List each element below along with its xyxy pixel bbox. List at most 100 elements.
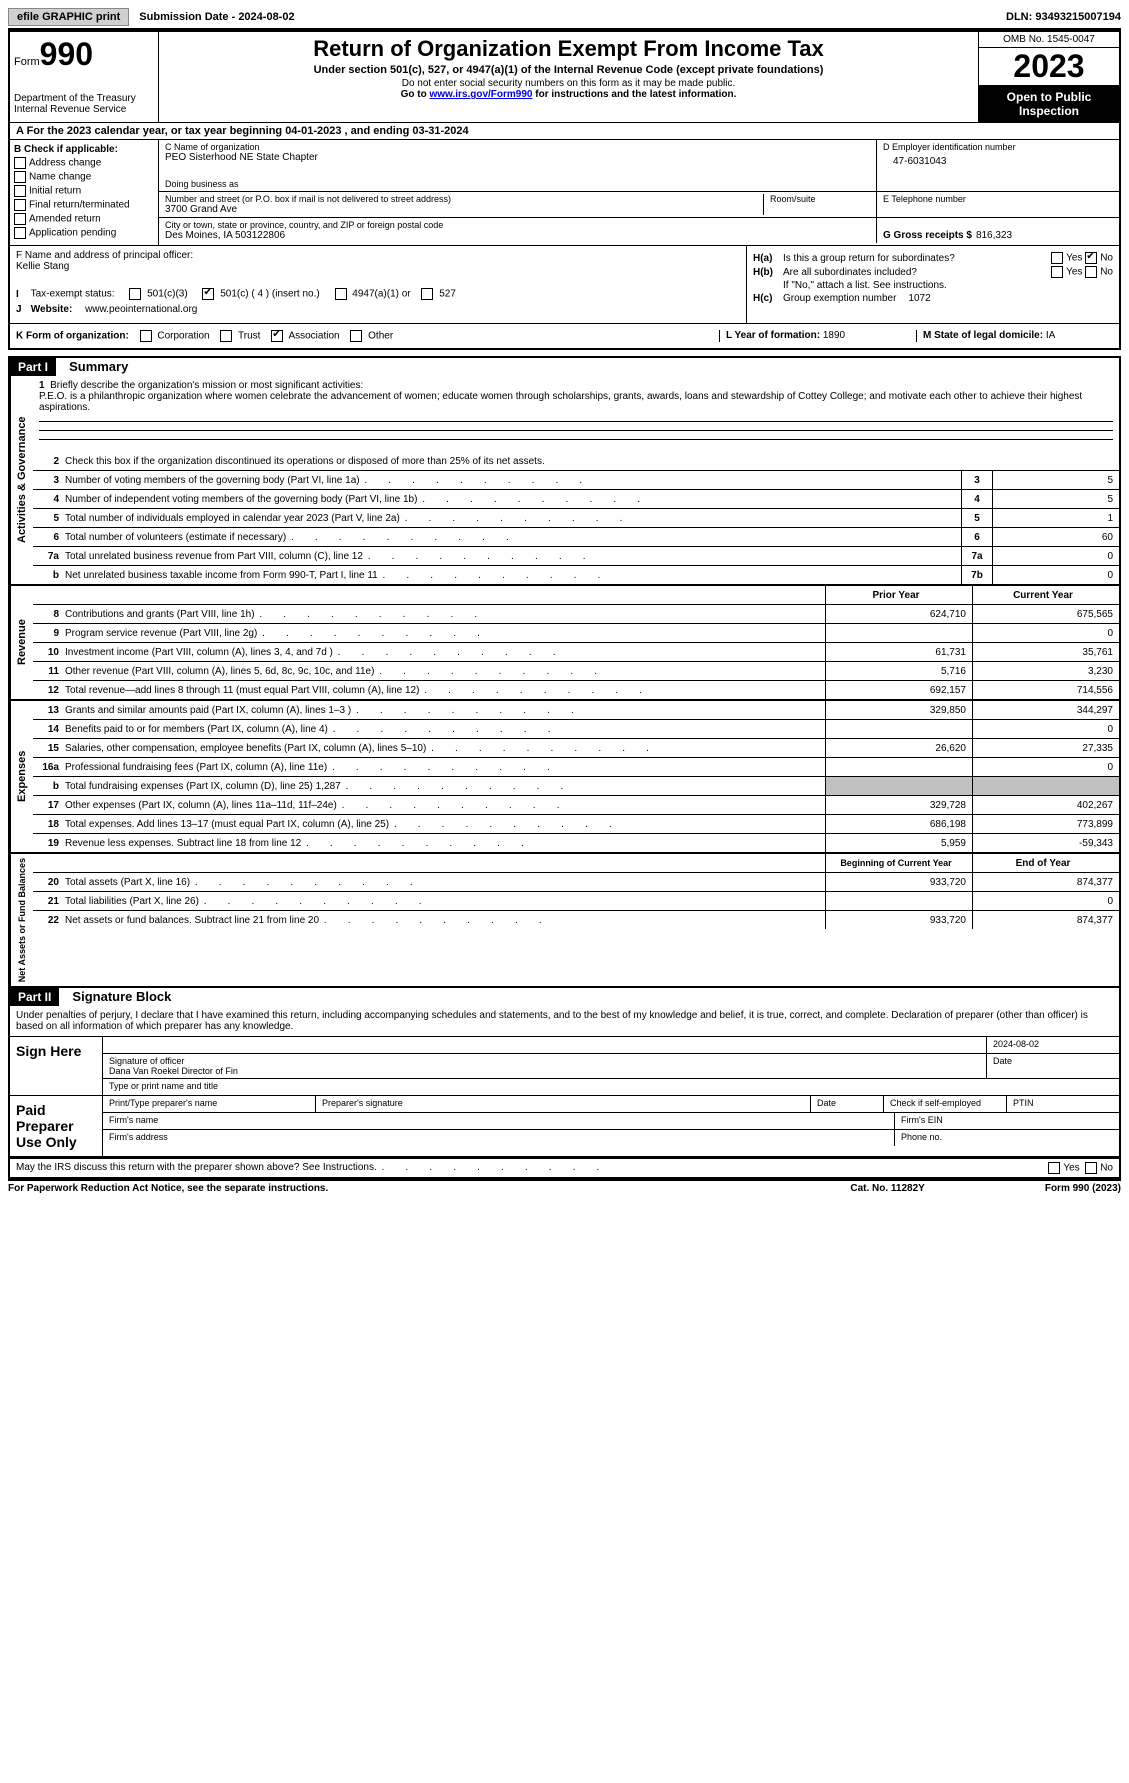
p-addr-label: Firm's address (103, 1130, 895, 1146)
line1-label: Briefly describe the organization's miss… (50, 380, 363, 391)
section-klm: K Form of organization: Corporation Trus… (8, 323, 1121, 350)
section-bcdeg: B Check if applicable: Address change Na… (8, 140, 1121, 245)
summary-row: bTotal fundraising expenses (Part IX, co… (33, 777, 1119, 796)
summary-row: bNet unrelated business taxable income f… (33, 566, 1119, 584)
j-label: Website: (31, 304, 73, 315)
g-label: G Gross receipts $ (883, 230, 972, 241)
summary-row: 17Other expenses (Part IX, column (A), l… (33, 796, 1119, 815)
gross-receipts: 816,323 (976, 230, 1012, 241)
footer-mid: Cat. No. 11282Y (850, 1183, 924, 1194)
vert-rev: Revenue (10, 586, 33, 699)
c-name-label: C Name of organization (165, 142, 870, 152)
summary-row: 13Grants and similar amounts paid (Part … (33, 701, 1119, 720)
i-label: Tax-exempt status: (31, 289, 115, 300)
line2: Check this box if the organization disco… (65, 454, 1119, 469)
sig-officer-label: Signature of officer (109, 1056, 184, 1066)
k-label: K Form of organization: (16, 331, 129, 342)
b-label: B Check if applicable: (14, 144, 154, 155)
header-sub2: Do not enter social security numbers on … (163, 78, 974, 89)
summary-row: 11Other revenue (Part VIII, column (A), … (33, 662, 1119, 681)
submission-date: Submission Date - 2024-08-02 (133, 9, 300, 25)
dept-treasury: Department of the Treasury (14, 93, 154, 104)
hb-note: If "No," attach a list. See instructions… (753, 280, 1113, 291)
summary-row: 4Number of independent voting members of… (33, 490, 1119, 509)
addr-label: Number and street (or P.O. box if mail i… (165, 194, 763, 204)
footer-left: For Paperwork Reduction Act Notice, see … (8, 1183, 850, 1194)
chk-initial[interactable]: Initial return (14, 185, 154, 197)
ha-text: Is this a group return for subordinates? (783, 253, 1051, 264)
revenue-table: Revenue Prior Year Current Year 8Contrib… (8, 586, 1121, 701)
p-firm-label: Firm's name (103, 1113, 895, 1129)
p-phone-label: Phone no. (895, 1130, 1119, 1146)
chk-address[interactable]: Address change (14, 157, 154, 169)
summary-row: 6Total number of volunteers (estimate if… (33, 528, 1119, 547)
officer-name: Kellie Stang (16, 261, 740, 272)
footer-right: Form 990 (2023) (1045, 1183, 1121, 1194)
summary-row: 22Net assets or fund balances. Subtract … (33, 911, 1119, 929)
p-sig-label: Preparer's signature (316, 1096, 811, 1112)
activities-governance-table: Activities & Governance 1 Briefly descri… (8, 376, 1121, 586)
footer: For Paperwork Reduction Act Notice, see … (8, 1183, 1121, 1194)
m-label: M State of legal domicile: (923, 330, 1043, 341)
ein-value: 47-6031043 (883, 156, 1113, 167)
discuss-row: May the IRS discuss this return with the… (8, 1158, 1121, 1179)
part2-header-row: Part II Signature Block (8, 988, 1121, 1006)
part1-header-row: Part I Summary (8, 356, 1121, 376)
omb-number: OMB No. 1545-0047 (979, 32, 1119, 48)
summary-row: 10Investment income (Part VIII, column (… (33, 643, 1119, 662)
efile-button[interactable]: efile GRAPHIC print (8, 8, 129, 26)
summary-row: 14Benefits paid to or for members (Part … (33, 720, 1119, 739)
signature-section: Under penalties of perjury, I declare th… (8, 1006, 1121, 1158)
summary-row: 9Program service revenue (Part VIII, lin… (33, 624, 1119, 643)
org-name: PEO Sisterhood NE State Chapter (165, 152, 870, 163)
tax-year: 2023 (979, 48, 1119, 86)
f-label: F Name and address of principal officer: (16, 250, 740, 261)
summary-row: 5Total number of individuals employed in… (33, 509, 1119, 528)
open-inspection: Open to Public Inspection (979, 86, 1119, 122)
l-label: L Year of formation: (726, 330, 820, 341)
part1-badge: Part I (10, 358, 56, 376)
room-label: Room/suite (770, 194, 870, 204)
p-date-label: Date (811, 1096, 884, 1112)
summary-row: 3Number of voting members of the governi… (33, 471, 1119, 490)
l-value: 1890 (823, 330, 845, 341)
summary-row: 15Salaries, other compensation, employee… (33, 739, 1119, 758)
vert-exp: Expenses (10, 701, 33, 852)
summary-row: 16aProfessional fundraising fees (Part I… (33, 758, 1119, 777)
e-label: E Telephone number (883, 194, 1113, 204)
sig-officer-name: Dana Van Roekel Director of Fin (109, 1066, 238, 1076)
chk-amended[interactable]: Amended return (14, 213, 154, 225)
mission-text: P.E.O. is a philanthropic organization w… (39, 391, 1113, 413)
city-value: Des Moines, IA 503122806 (165, 230, 870, 241)
dln: DLN: 93493215007194 (1006, 11, 1121, 23)
p-check-label: Check if self-employed (884, 1096, 1007, 1112)
part1-title: Summary (59, 359, 128, 374)
hb-text: Are all subordinates included? (783, 267, 1051, 278)
irs-link[interactable]: www.irs.gov/Form990 (429, 89, 532, 100)
header-sub1: Under section 501(c), 527, or 4947(a)(1)… (163, 64, 974, 76)
prior-year-header: Prior Year (825, 586, 972, 604)
summary-row: 18Total expenses. Add lines 13–17 (must … (33, 815, 1119, 834)
header-link-line: Go to www.irs.gov/Form990 for instructio… (163, 89, 974, 100)
line-a: A For the 2023 calendar year, or tax yea… (8, 122, 1121, 140)
na-head2: End of Year (972, 854, 1119, 872)
chk-name[interactable]: Name change (14, 171, 154, 183)
website-value: www.peointernational.org (85, 304, 197, 315)
summary-row: 8Contributions and grants (Part VIII, li… (33, 605, 1119, 624)
date-label: Date (987, 1054, 1119, 1078)
sign-here-label: Sign Here (10, 1037, 103, 1095)
form-title: Return of Organization Exempt From Incom… (163, 36, 974, 62)
p-ein-label: Firm's EIN (895, 1113, 1119, 1129)
chk-final[interactable]: Final return/terminated (14, 199, 154, 211)
chk-pending[interactable]: Application pending (14, 227, 154, 239)
p-ptin-label: PTIN (1007, 1096, 1119, 1112)
addr-value: 3700 Grand Ave (165, 204, 763, 215)
summary-row: 12Total revenue—add lines 8 through 11 (… (33, 681, 1119, 699)
vert-na: Net Assets or Fund Balances (10, 854, 33, 986)
declaration-text: Under penalties of perjury, I declare th… (10, 1006, 1119, 1037)
expenses-table: Expenses 13Grants and similar amounts pa… (8, 701, 1121, 854)
m-value: IA (1046, 330, 1055, 341)
form-number: Form990 (14, 36, 154, 73)
net-assets-table: Net Assets or Fund Balances Beginning of… (8, 854, 1121, 988)
part2-badge: Part II (10, 988, 59, 1006)
